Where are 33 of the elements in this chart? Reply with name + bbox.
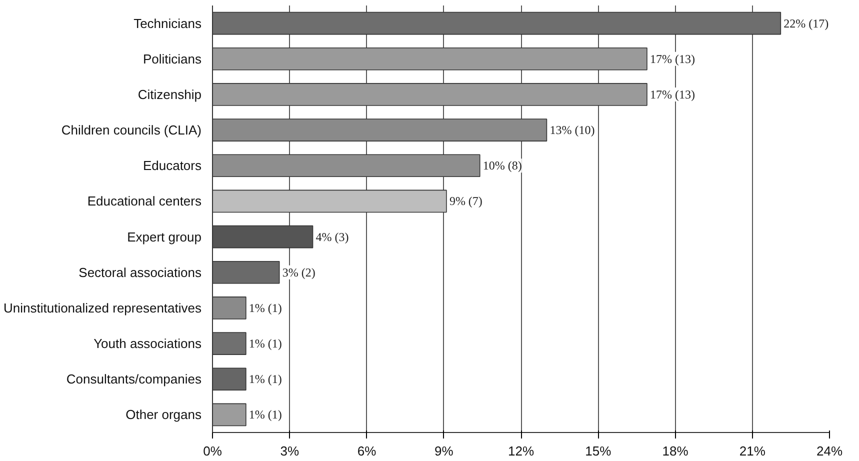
data-label: 22% (17) [784, 16, 829, 30]
data-label: 3% (2) [282, 265, 316, 280]
data-label: 4% (3) [316, 230, 349, 244]
y-tick-label: Youth associations [94, 336, 202, 352]
data-label: 17% (13) [650, 87, 695, 102]
y-tick-label: Children councils (CLIA) [61, 122, 202, 138]
data-label: 13% (10) [550, 123, 595, 138]
x-tick-label: 18% [662, 444, 689, 458]
x-tick-label: 3% [280, 444, 300, 458]
x-tick-label: 6% [357, 444, 377, 458]
y-tick-label: Technicians [134, 16, 202, 31]
y-tick-label: Citizenship [138, 86, 202, 102]
data-label: 1% (1) [248, 408, 282, 422]
y-tick-label: Expert group [127, 229, 202, 244]
x-tick-label: 15% [585, 444, 612, 458]
y-tick-label: Educators [142, 158, 202, 174]
y-tick-label: Politicians [142, 51, 202, 66]
data-label: 10% (8) [482, 158, 522, 173]
x-tick-label: 0% [203, 444, 222, 458]
y-tick-label: Uninstitutionalized representatives [4, 300, 202, 316]
data-label: 1% (1) [248, 336, 282, 351]
x-tick-label: 24% [816, 444, 843, 458]
data-label: 17% (13) [650, 52, 695, 66]
x-tick-label: 12% [508, 444, 534, 458]
x-tick-label: 21% [739, 444, 766, 458]
data-label: 9% (7) [449, 194, 482, 208]
data-label: 1% (1) [248, 372, 282, 386]
y-tick-label: Other organs [126, 407, 202, 422]
data-label: 1% (1) [248, 300, 282, 315]
y-tick-label: Sectoral associations [78, 264, 202, 280]
y-tick-label: Educational centers [87, 194, 202, 209]
x-tick-label: 9% [434, 444, 454, 458]
y-tick-label: Consultants/companies [66, 372, 202, 387]
